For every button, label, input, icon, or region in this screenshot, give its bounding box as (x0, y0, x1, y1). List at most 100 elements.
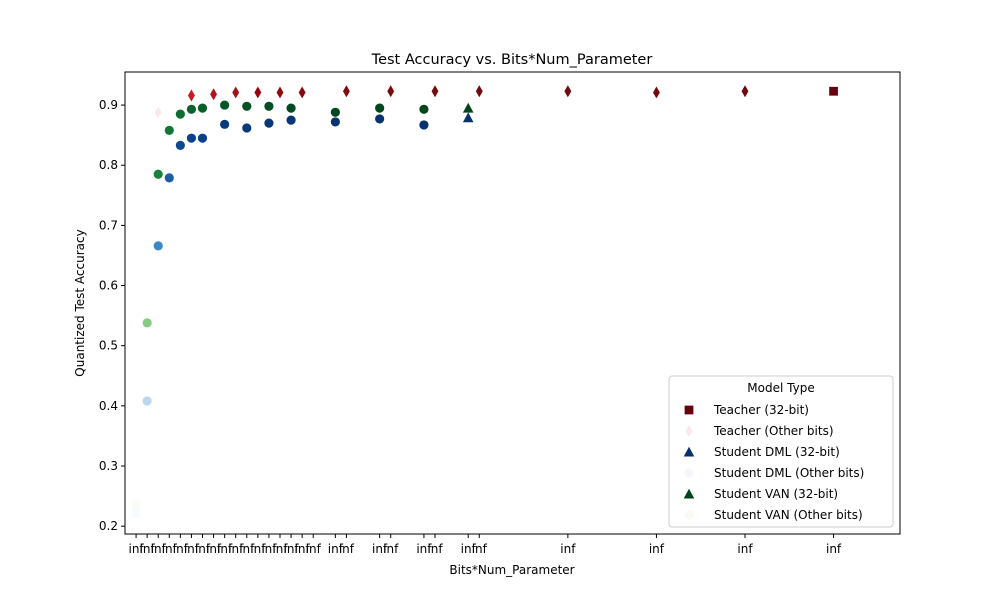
x-tick-label: inf (372, 542, 388, 556)
legend-marker (683, 446, 695, 457)
x-tick-label: inf (416, 542, 432, 556)
data-point (375, 114, 385, 124)
data-point (142, 396, 152, 406)
data-point (186, 133, 197, 143)
y-axis: 0.2 0.3 0.4 0.5 0.6 0.7 0.8 0.9 (99, 98, 125, 533)
x-tick-label: inf (217, 542, 233, 556)
data-point (197, 133, 208, 143)
x-tick-label: inf (184, 542, 200, 556)
y-tick-label: 0.7 (99, 218, 118, 232)
x-tick-label: inf (239, 542, 255, 556)
chart-title: Test Accuracy vs. Bits*Num_Parameter (371, 52, 653, 68)
data-point (387, 85, 395, 98)
data-point (741, 85, 749, 98)
y-tick-label: 0.9 (99, 98, 118, 112)
y-tick-label: 0.8 (99, 158, 118, 172)
data-point (186, 104, 197, 114)
data-point (330, 107, 340, 117)
x-tick-label: inf (472, 542, 488, 556)
data-point (142, 318, 152, 328)
data-point (462, 112, 474, 123)
data-point (175, 109, 185, 119)
data-point (220, 100, 230, 110)
data-point (375, 103, 385, 113)
x-tick-label: inf (261, 542, 277, 556)
x-tick-label: inf (140, 542, 156, 556)
x-tick-label: inf (195, 542, 211, 556)
data-point (419, 120, 429, 130)
legend-marker (683, 488, 695, 499)
data-point (829, 86, 838, 96)
legend-marker (685, 425, 693, 437)
data-point (286, 103, 296, 113)
y-tick-label: 0.2 (99, 519, 118, 533)
data-point (131, 508, 141, 519)
data-point (264, 118, 274, 128)
x-tick-label: inf (250, 542, 266, 556)
data-point (154, 106, 162, 119)
x-tick-label: inf (283, 542, 299, 556)
x-tick-label: inf (649, 542, 665, 556)
data-point (342, 85, 350, 98)
data-point (164, 173, 174, 183)
x-tick-label: inf (427, 542, 443, 556)
data-points (131, 85, 838, 519)
x-tick-label: inf (128, 542, 144, 556)
x-tick-label: inf (173, 542, 189, 556)
data-point (264, 101, 274, 111)
data-point (232, 86, 240, 99)
legend-marker (684, 510, 694, 520)
x-tick-label: inf (328, 542, 344, 556)
y-tick-label: 0.4 (99, 399, 118, 413)
data-point (564, 85, 572, 98)
data-point (254, 86, 262, 99)
data-point (164, 125, 174, 135)
x-tick-label: inf (272, 542, 288, 556)
data-point (475, 85, 483, 98)
data-point (652, 86, 660, 99)
legend-label: Student VAN (Other bits) (714, 508, 863, 522)
x-axis: infinfinfinfinfinfinfinfinfinfinfinfinfi… (128, 534, 842, 556)
data-point (197, 103, 208, 113)
data-point (242, 101, 252, 111)
x-tick-label: inf (162, 542, 178, 556)
data-point (431, 85, 439, 98)
x-tick-label: inf (461, 542, 477, 556)
data-point (131, 499, 141, 510)
legend-label: Student DML (Other bits) (714, 466, 864, 480)
x-tick-label: inf (826, 542, 842, 556)
data-point (462, 102, 474, 113)
x-tick-label: inf (383, 542, 399, 556)
legend-marker (684, 405, 694, 415)
x-tick-label: inf (228, 542, 244, 556)
data-point (298, 86, 306, 99)
legend-marker (684, 468, 694, 478)
data-point (286, 115, 296, 125)
data-point (419, 104, 429, 114)
data-point (210, 88, 218, 101)
x-tick-label: inf (206, 542, 222, 556)
data-point (153, 169, 163, 179)
data-point (276, 86, 284, 99)
x-tick-label: inf (339, 542, 355, 556)
legend-label: Student DML (32-bit) (714, 445, 840, 459)
legend-label: Teacher (32-bit) (713, 403, 809, 417)
data-point (242, 123, 252, 133)
legend-label: Student VAN (32-bit) (714, 487, 838, 501)
x-tick-label: inf (737, 542, 753, 556)
legend-label: Teacher (Other bits) (713, 424, 834, 438)
legend-title: Model Type (747, 381, 814, 395)
y-axis-label: Quantized Test Accuracy (73, 229, 87, 376)
x-tick-label: inf (295, 542, 311, 556)
x-tick-label: inf (151, 542, 167, 556)
data-point (187, 89, 195, 102)
data-point (330, 117, 340, 127)
y-tick-label: 0.5 (99, 339, 118, 353)
y-tick-label: 0.6 (99, 279, 118, 293)
legend-entries: Teacher (32-bit) Teacher (Other bits) Stud… (683, 403, 864, 522)
y-tick-label: 0.3 (99, 459, 118, 473)
x-tick-label: inf (560, 542, 576, 556)
x-tick-label: inf (306, 542, 322, 556)
legend: Model Type Teacher (32-bit) Teacher (Othe… (668, 375, 894, 528)
